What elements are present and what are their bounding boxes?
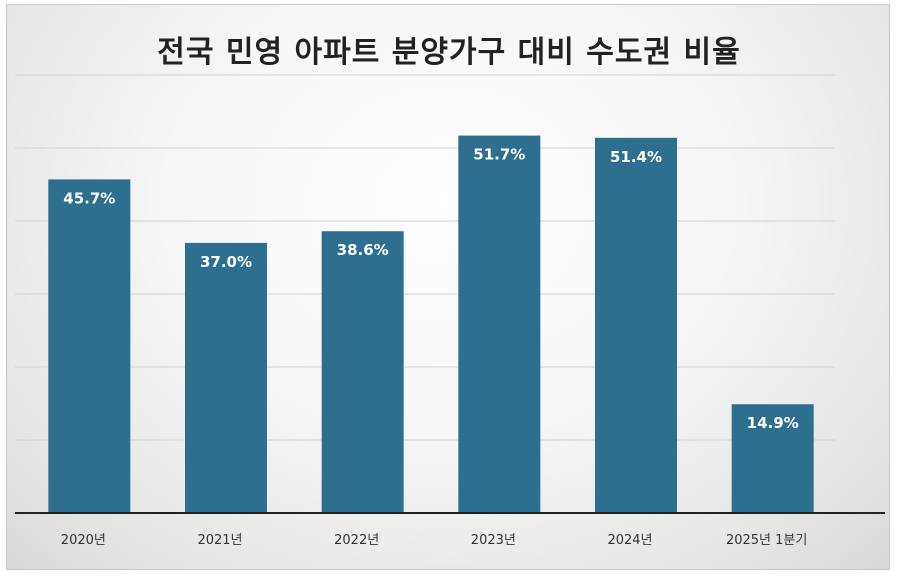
data-label: 37.0% xyxy=(200,253,252,271)
bar xyxy=(321,231,404,513)
x-tick-label: 2020년 xyxy=(61,533,106,548)
data-label: 38.6% xyxy=(337,241,389,259)
bar xyxy=(595,137,677,513)
bar xyxy=(458,135,541,513)
bar xyxy=(731,404,814,513)
bar xyxy=(185,242,267,513)
data-label: 45.7% xyxy=(63,189,115,207)
data-label: 14.9% xyxy=(747,414,799,432)
chart-title: 전국 민영 아파트 분양가구 대비 수도권 비율 xyxy=(157,35,741,70)
bar-chart: 45.7% 2020년 37.0% 2021년 38.6% 2022년 51.7% 2023년… xyxy=(15,74,885,548)
x-tick-label: 2023년 xyxy=(471,533,516,548)
x-tick-label: 2021년 xyxy=(197,533,242,548)
data-label: 51.4% xyxy=(610,148,662,166)
x-tick-label: 2022년 xyxy=(334,533,379,548)
bar xyxy=(48,179,131,513)
chart-frame: 전국 민영 아파트 분양가구 대비 수도권 비율 45.7% 2020년 37.0%… xyxy=(6,4,890,570)
data-label: 51.7% xyxy=(473,146,525,164)
x-tick-label: 2025년 1분기 xyxy=(726,533,807,548)
x-tick-label: 2024년 xyxy=(607,533,652,548)
